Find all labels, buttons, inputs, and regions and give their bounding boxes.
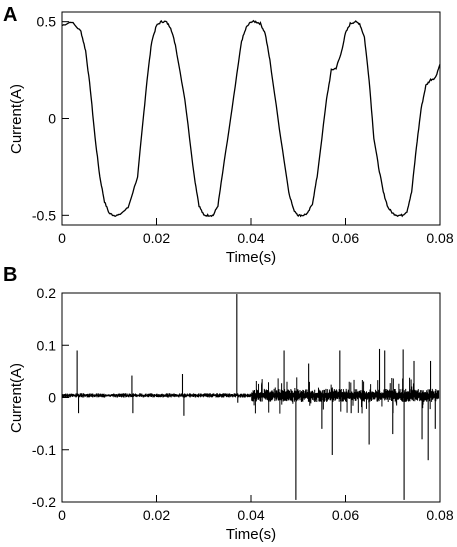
panel-a-y-ticks: -0.5 0 0.5: [32, 14, 69, 223]
panel-b-label: B: [3, 264, 17, 286]
panel-b-y-tick-label: 0.2: [37, 285, 57, 301]
panel-a-x-tick-label: 0.08: [426, 230, 453, 246]
panel-b-y-tick-label: -0.1: [32, 442, 56, 458]
panel-b-x-ticks: 0 0.02 0.04 0.06 0.08: [58, 495, 454, 523]
panel-a-label: A: [3, 4, 17, 26]
panel-b-y-ticks: -0.2 -0.1 0 0.1 0.2: [32, 285, 69, 510]
panel-a-y-tick-label: 0: [48, 111, 56, 127]
panel-a-y-axis-label: Current(A): [8, 84, 25, 154]
panel-a-x-ticks: 0 0.02 0.04 0.06 0.08: [58, 218, 454, 246]
panel-b-baseline-noise: [61, 388, 440, 402]
panel-b-y-tick-label: -0.2: [32, 494, 56, 510]
panel-b: B 0 0.02 0.04 0.06 0.08 -0.2 -0.1 0 0.1 0.2 Time…: [3, 264, 454, 543]
panel-b-x-tick-label: 0.02: [143, 507, 170, 523]
panel-a-current-line: [61, 19, 441, 218]
panel-b-y-axis-label: Current(A): [8, 363, 25, 433]
panel-a-x-tick-label: 0.06: [332, 230, 359, 246]
panel-b-x-tick-label: 0.06: [332, 507, 359, 523]
panel-b-y-tick-label: 0: [48, 390, 56, 406]
panel-b-x-tick-label: 0.04: [237, 507, 264, 523]
panel-b-y-tick-label: 0.1: [37, 337, 57, 353]
panel-a-y-tick-label: 0.5: [37, 14, 57, 30]
panel-b-x-axis-label: Time(s): [226, 526, 276, 543]
panel-a: A 0 0.02 0.04 0.06 0.08 -0.500.5 Time(s) Cur…: [3, 4, 454, 266]
panel-a-x-axis-label: Time(s): [226, 249, 276, 266]
panel-b-x-tick-label: 0.08: [426, 507, 453, 523]
panel-b-x-tick-label: 0: [58, 507, 66, 523]
panel-a-x-tick-label: 0.04: [237, 230, 264, 246]
panel-a-x-tick-label: 0: [58, 230, 66, 246]
panel-b-fluctuations: [253, 377, 431, 414]
panel-a-x-tick-label: 0.02: [143, 230, 170, 246]
panel-a-y-tick-label: -0.5: [32, 207, 56, 223]
panel-b-residual-current: [61, 294, 440, 500]
